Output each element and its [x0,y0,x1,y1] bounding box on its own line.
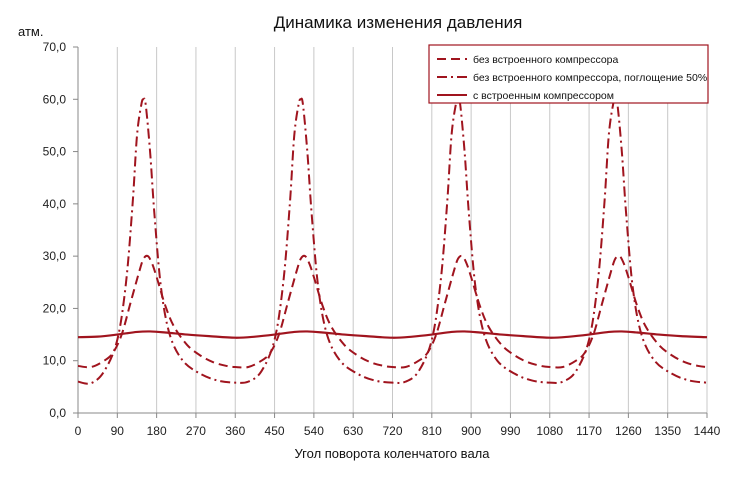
x-tick-label: 0 [75,424,82,438]
x-tick-label: 1440 [694,424,721,438]
x-tick-label: 810 [422,424,442,438]
x-tick-label: 630 [343,424,363,438]
series-line-2 [77,97,708,385]
x-tick-label: 450 [265,424,285,438]
chart-title: Динамика изменения давления [274,13,523,32]
y-tick-label: 60,0 [43,92,67,106]
legend-box [428,44,709,104]
x-tick-label: 540 [304,424,324,438]
x-tick-label: 720 [382,424,402,438]
y-tick-label: 0,0 [49,406,66,420]
series-line-1 [77,254,708,369]
legend-label-1: без встроенного компрессора [473,54,618,66]
x-tick-label: 180 [147,424,167,438]
x-axis-title: Угол поворота коленчатого вала [295,446,491,461]
y-tick-label: 50,0 [43,145,67,159]
series-line-3 [77,330,708,339]
x-tick-label: 360 [225,424,245,438]
x-tick-label: 270 [186,424,206,438]
tick-labels: 0 90 180 270 360 450 540 630 720 810 900 990 1080 117… [43,40,721,438]
data-series [77,97,708,385]
axes [73,46,708,418]
legend: без встроенного компрессора без встроенно… [428,44,709,104]
y-tick-label: 20,0 [43,301,67,315]
y-tick-label: 40,0 [43,197,67,211]
x-tick-label: 1170 [576,424,602,438]
x-tick-label: 90 [111,424,125,438]
x-tick-label: 1260 [615,424,642,438]
legend-label-3: с встроенным компрессором [473,90,614,102]
y-axis-unit-label: атм. [18,24,43,39]
legend-label-2: без встроенного компрессора, поглощение … [473,72,707,84]
x-tick-label: 1350 [654,424,681,438]
x-tick-label: 990 [500,424,520,438]
x-tick-label: 900 [461,424,481,438]
y-tick-label: 70,0 [43,40,67,54]
y-tick-label: 30,0 [43,249,67,263]
y-tick-label: 10,0 [43,354,67,368]
x-tick-label: 1080 [536,424,563,438]
